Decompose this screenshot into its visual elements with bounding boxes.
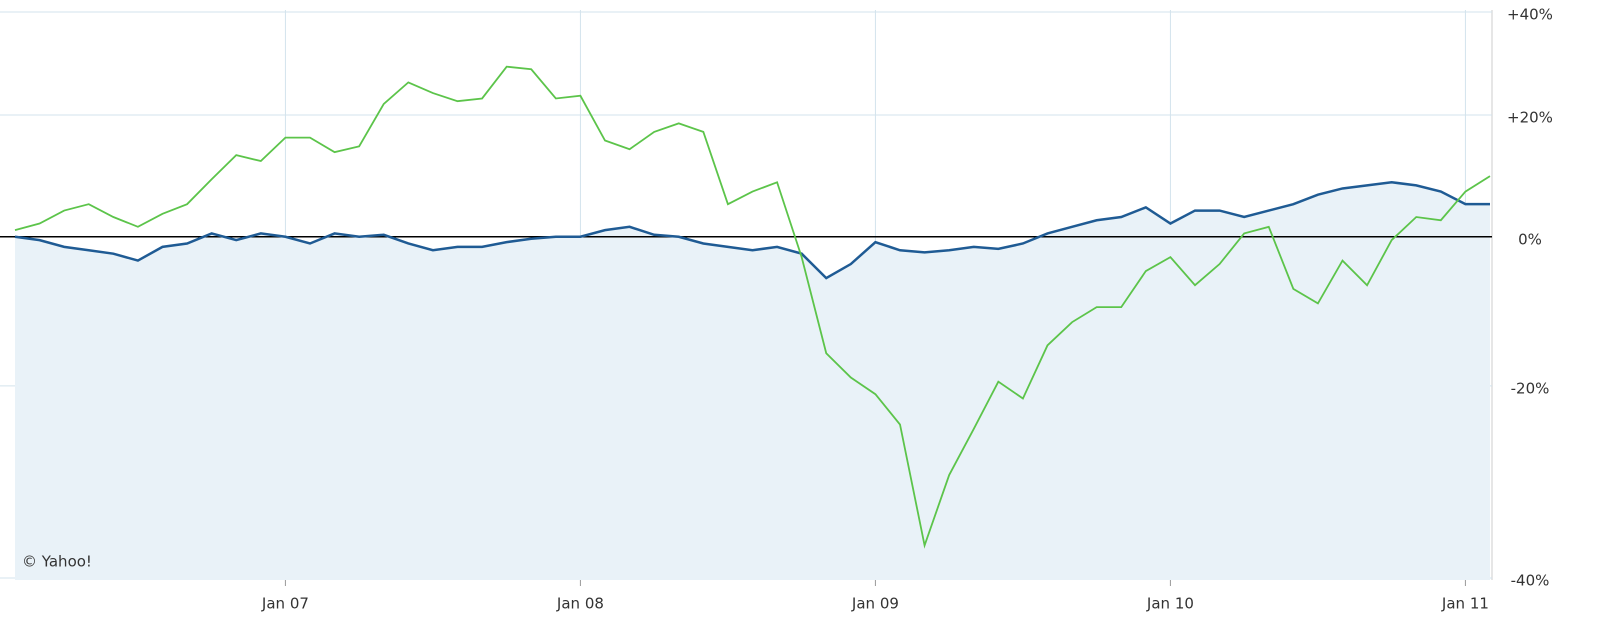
annotation: © Yahoo!	[22, 553, 92, 571]
x-tick-label: Jan 09	[851, 595, 899, 613]
x-tick-label: Jan 07	[261, 595, 309, 613]
y-tick-label: 0%	[1518, 230, 1542, 248]
line	[14, 181, 1490, 280]
y-tick-label: -20%	[1511, 379, 1550, 397]
line	[14, 65, 1491, 549]
y-tick-label: +40%	[1507, 6, 1553, 24]
x-tick-label: Jan 10	[1146, 595, 1194, 613]
x-tick-label: Jan 08	[556, 595, 604, 613]
x-tick-label: Jan 11	[1441, 595, 1489, 613]
area	[15, 182, 1490, 580]
y-tick-label: -40%	[1511, 572, 1550, 590]
y-tick-label: +20%	[1507, 108, 1553, 126]
